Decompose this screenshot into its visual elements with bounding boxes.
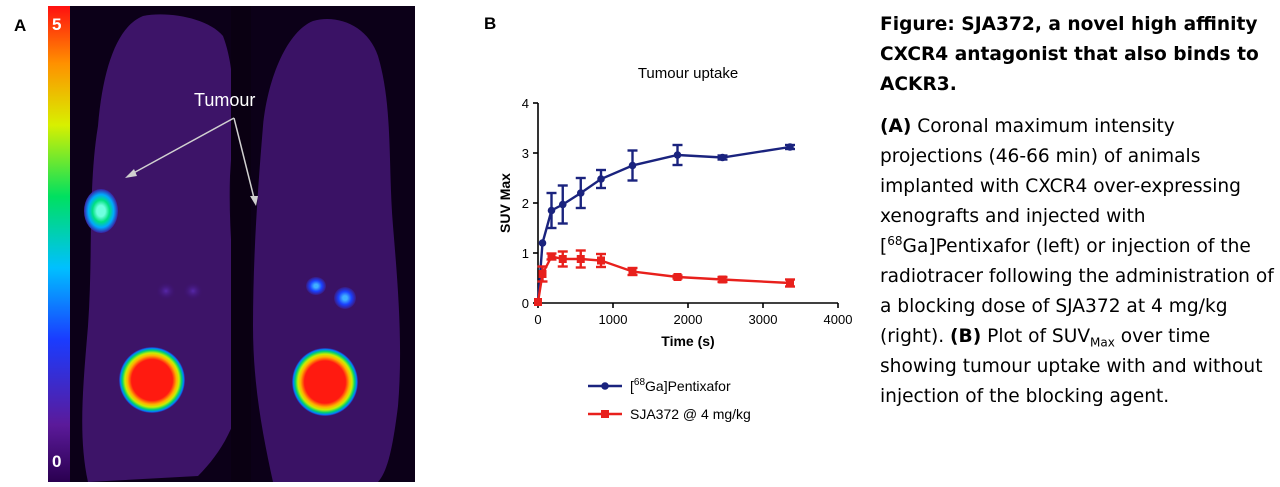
kidney-spot: [306, 277, 326, 295]
series-line: [536, 255, 791, 303]
data-point: [558, 200, 567, 209]
tumour-uptake-chart: Tumour uptake 0 1 2 3 4 0 1000 2000 3000 4000 Time …: [490, 50, 860, 430]
tumour-arrow: [127, 117, 235, 177]
tumour-spot-left: [84, 189, 118, 233]
data-point: [628, 161, 637, 170]
data-point: [538, 270, 547, 278]
y-axis-label: SUV Max: [497, 173, 513, 233]
data-point: [786, 279, 794, 287]
bladder-hotspot-left: [119, 347, 185, 413]
data-point: [673, 151, 682, 159]
data-point: [597, 175, 605, 183]
data-point: [718, 153, 727, 162]
data-point: [534, 298, 542, 306]
pet-image-panel: 5 0 Tumour: [48, 6, 415, 482]
legend-marker: [601, 410, 609, 418]
data-point: [558, 255, 567, 263]
data-point: [538, 239, 547, 247]
caption-b-label: (B): [950, 326, 982, 347]
x-tick-label: 0: [534, 312, 541, 327]
x-axis-label: Time (s): [661, 333, 714, 349]
pet-images: [48, 6, 415, 482]
colorbar: [48, 6, 70, 482]
data-point: [628, 267, 637, 276]
chart-canvas: Tumour uptake 0 1 2 3 4 0 1000 2000 3000 4000 Time …: [497, 65, 853, 422]
legend-marker: [601, 382, 609, 390]
legend-label: SJA372 @ 4 mg/kg: [630, 406, 751, 422]
colorbar-max-label: 5: [52, 15, 62, 34]
x-tick-label: 2000: [674, 312, 703, 327]
data-point: [673, 273, 682, 281]
caption-b-text-2: over time showing tumour uptake with and…: [880, 326, 1263, 407]
legend-label: [68Ga]Pentixafor: [630, 377, 731, 394]
panel-b-label: B: [484, 14, 497, 33]
data-point: [547, 252, 556, 261]
caption-b-text: Plot of SUV: [981, 326, 1091, 347]
tumour-annotation: Tumour: [194, 90, 256, 110]
panel-a-label: A: [14, 16, 27, 35]
y-tick-label: 0: [522, 296, 529, 311]
x-tick-label: 3000: [749, 312, 778, 327]
series-line: [536, 145, 791, 303]
y-tick-label: 1: [522, 246, 529, 261]
data-point: [547, 206, 556, 215]
data-point: [576, 189, 585, 197]
colorbar-min-label: 0: [52, 452, 62, 471]
caption-a-sup: 68: [887, 233, 903, 248]
x-tick-label: 4000: [824, 312, 853, 327]
y-tick-label: 4: [522, 96, 529, 111]
data-point: [576, 255, 585, 263]
caption-body: (A) Coronal maximum intensity projection…: [880, 112, 1275, 412]
bladder-hotspot-right: [292, 348, 358, 416]
y-tick-label: 3: [522, 146, 529, 161]
figure-caption: Figure: SJA372, a novel high affinity CX…: [880, 10, 1275, 412]
caption-title: Figure: SJA372, a novel high affinity CX…: [880, 14, 1259, 95]
kidney-spot: [334, 287, 356, 309]
caption-a-text-2: Ga]Pentixafor (left) or injection of the…: [880, 236, 1274, 347]
caption-a-label: (A): [880, 116, 912, 137]
data-point: [597, 256, 605, 265]
caption-a-text: Coronal maximum intensity projections (4…: [880, 116, 1241, 257]
caption-b-sub: Max: [1090, 335, 1115, 350]
x-tick-label: 1000: [599, 312, 628, 327]
chart-title: Tumour uptake: [638, 65, 738, 82]
data-point: [786, 143, 794, 151]
data-point: [718, 275, 727, 284]
y-tick-label: 2: [522, 196, 529, 211]
tumour-arrow: [233, 117, 256, 203]
